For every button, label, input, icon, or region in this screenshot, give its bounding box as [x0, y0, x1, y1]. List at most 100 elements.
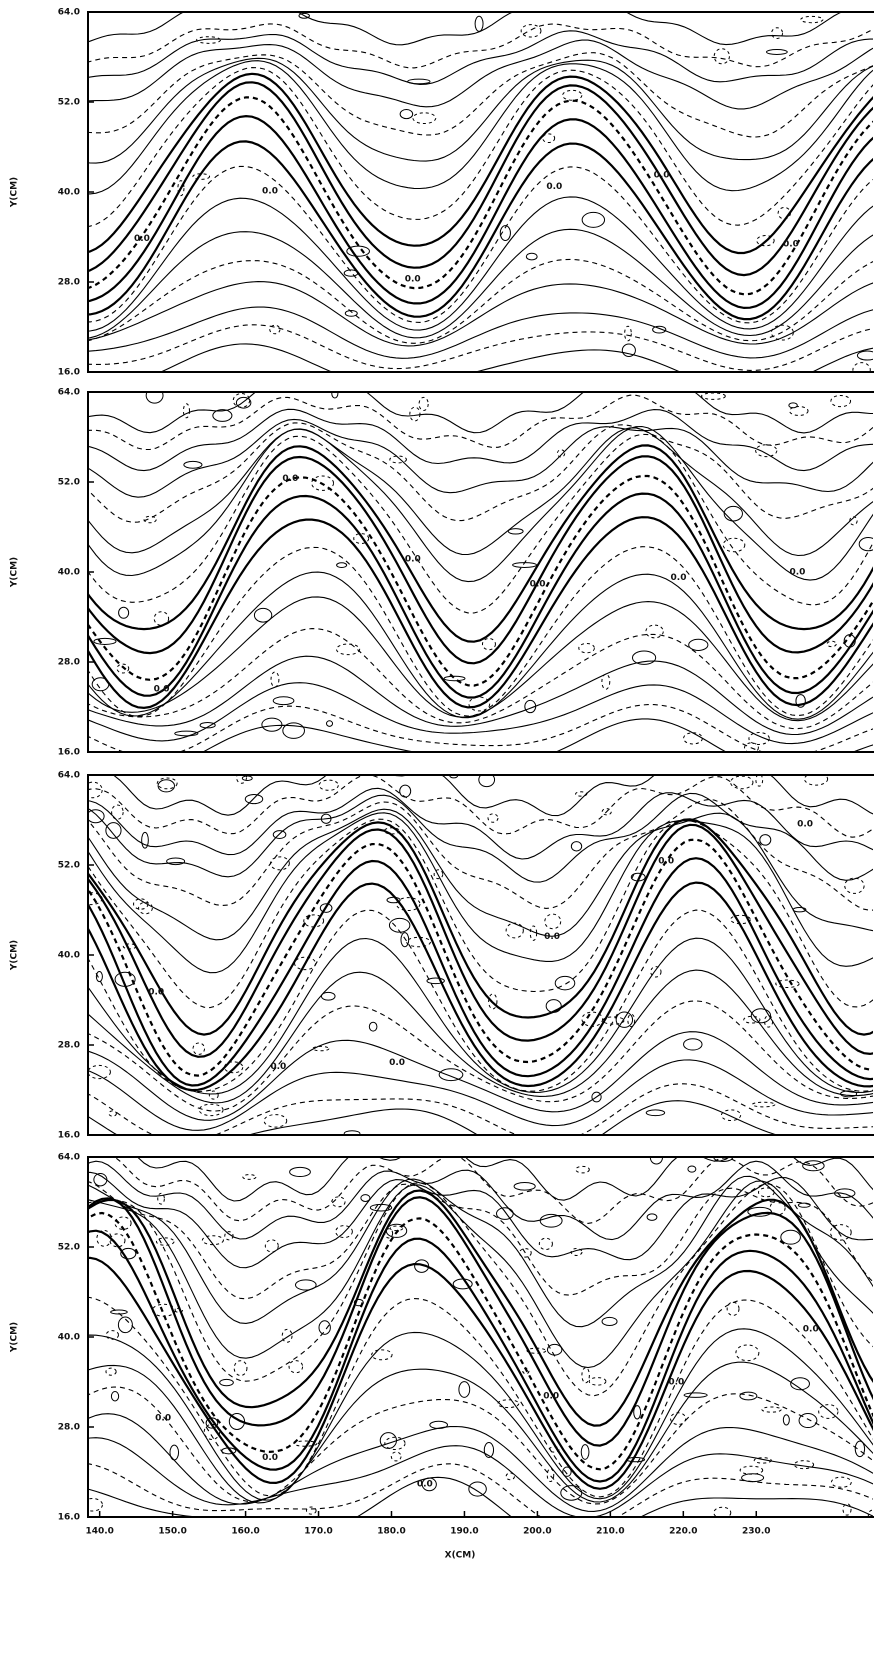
contour-ring	[742, 1474, 764, 1482]
contour-label: 0.0	[797, 820, 813, 830]
contour-label: 0.0	[262, 187, 278, 197]
contour-ring	[625, 326, 632, 341]
contour-ring	[245, 794, 262, 803]
x-tick-label: 200.0	[523, 1527, 551, 1537]
contour-ring	[430, 1421, 448, 1428]
contour-ring	[410, 407, 420, 421]
contour-line	[78, 813, 874, 973]
contour-ring	[723, 538, 745, 551]
x-tick-label: 160.0	[231, 1527, 259, 1537]
contour-ring	[798, 1203, 810, 1207]
contour-ring	[547, 1469, 553, 1482]
x-tick-label: 150.0	[158, 1527, 186, 1537]
contour-ring	[296, 1280, 317, 1290]
contour-ring	[117, 664, 129, 673]
contour-line	[78, 0, 874, 45]
y-tick-label: 16.0	[58, 368, 80, 378]
contour-ring	[282, 1329, 292, 1342]
contour-ring	[347, 246, 370, 256]
contour-ring	[670, 1413, 685, 1425]
contour-ring	[444, 676, 465, 681]
y-axis-label: Y(CM)	[10, 1322, 20, 1353]
contour-line	[78, 53, 874, 137]
y-axis-label: Y(CM)	[10, 940, 20, 971]
y-tick-label: 64.0	[58, 8, 80, 18]
contour-ring	[158, 780, 174, 792]
contour-line	[78, 1181, 874, 1299]
contour-ring	[439, 1069, 463, 1081]
x-tick-label: 140.0	[85, 1527, 113, 1537]
contour-line	[78, 1414, 874, 1512]
contour-ring	[413, 113, 436, 124]
contour-line	[78, 395, 874, 449]
contour-field: 0.00.00.00.00.00.0	[78, 381, 874, 774]
contour-ring	[506, 923, 523, 938]
contour-ring	[740, 1466, 763, 1474]
contour-ring	[337, 563, 347, 568]
contour-line	[78, 705, 874, 757]
contour-ring	[220, 1379, 234, 1385]
y-tick-label: 52.0	[58, 98, 80, 108]
contour-ring	[475, 16, 483, 31]
contour-ring	[119, 607, 129, 618]
contour-ring	[321, 992, 335, 1000]
contour-ring	[290, 1167, 311, 1176]
contour-ring	[561, 1486, 582, 1501]
contour-ring	[389, 918, 409, 932]
y-tick-label: 16.0	[58, 1131, 80, 1141]
contour-ring	[193, 1043, 205, 1054]
contour-ring	[563, 90, 582, 100]
contour-line	[78, 840, 874, 1076]
contour-ring	[781, 1230, 801, 1244]
contour-label: 0.0	[405, 555, 421, 565]
contour-ring	[304, 915, 324, 927]
contour-ring	[112, 805, 124, 819]
contour-ring	[408, 79, 430, 84]
contour-ring	[760, 835, 771, 846]
contour-label: 0.0	[134, 234, 150, 244]
contour-ring	[540, 1214, 562, 1227]
contour-label: 0.0	[530, 580, 546, 590]
x-tick-label: 180.0	[377, 1527, 405, 1537]
contour-line	[78, 428, 874, 556]
contour-ring	[400, 785, 411, 797]
contour-ring	[92, 678, 109, 691]
contour-ring	[684, 733, 703, 744]
contour-line	[78, 423, 874, 522]
contour-field: 0.00.00.00.00.00.0	[78, 0, 874, 391]
contour-label: 0.0	[417, 1479, 433, 1489]
contour-label: 0.0	[668, 1378, 684, 1388]
contour-field: 0.00.00.00.00.00.0	[78, 1133, 874, 1544]
y-tick-label: 52.0	[58, 861, 80, 871]
contour-ring	[254, 608, 271, 622]
contour-ring	[469, 1482, 486, 1496]
contour-ring	[555, 976, 575, 989]
contour-ring	[790, 407, 808, 416]
contour-ring	[748, 1207, 772, 1216]
contour-line	[78, 381, 874, 433]
contour-ring	[209, 1091, 218, 1099]
contour-label: 0.0	[658, 857, 674, 867]
contour-ring	[87, 810, 104, 823]
contour-line	[78, 325, 874, 371]
contour-ring	[319, 780, 338, 790]
contour-ring	[545, 914, 561, 929]
contour-ring	[96, 971, 102, 981]
y-tick-label: 52.0	[58, 1243, 80, 1253]
contour-ring	[199, 1104, 223, 1115]
x-tick-label: 190.0	[450, 1527, 478, 1537]
contour-ring	[123, 944, 136, 949]
contour-ring	[689, 639, 708, 650]
contour-ring	[139, 902, 153, 914]
contour-ring	[183, 404, 189, 418]
contour-ring	[772, 28, 783, 39]
contour-ring	[634, 1406, 641, 1419]
contour-ring	[724, 506, 742, 521]
x-tick-label: 210.0	[596, 1527, 624, 1537]
contour-ring	[264, 1115, 287, 1128]
contour-label: 0.0	[790, 567, 806, 577]
contour-field: 0.00.00.00.00.00.0	[78, 755, 874, 1160]
contour-label: 0.0	[282, 474, 298, 484]
contour-ring	[380, 1433, 396, 1449]
contour-ring	[482, 638, 495, 649]
